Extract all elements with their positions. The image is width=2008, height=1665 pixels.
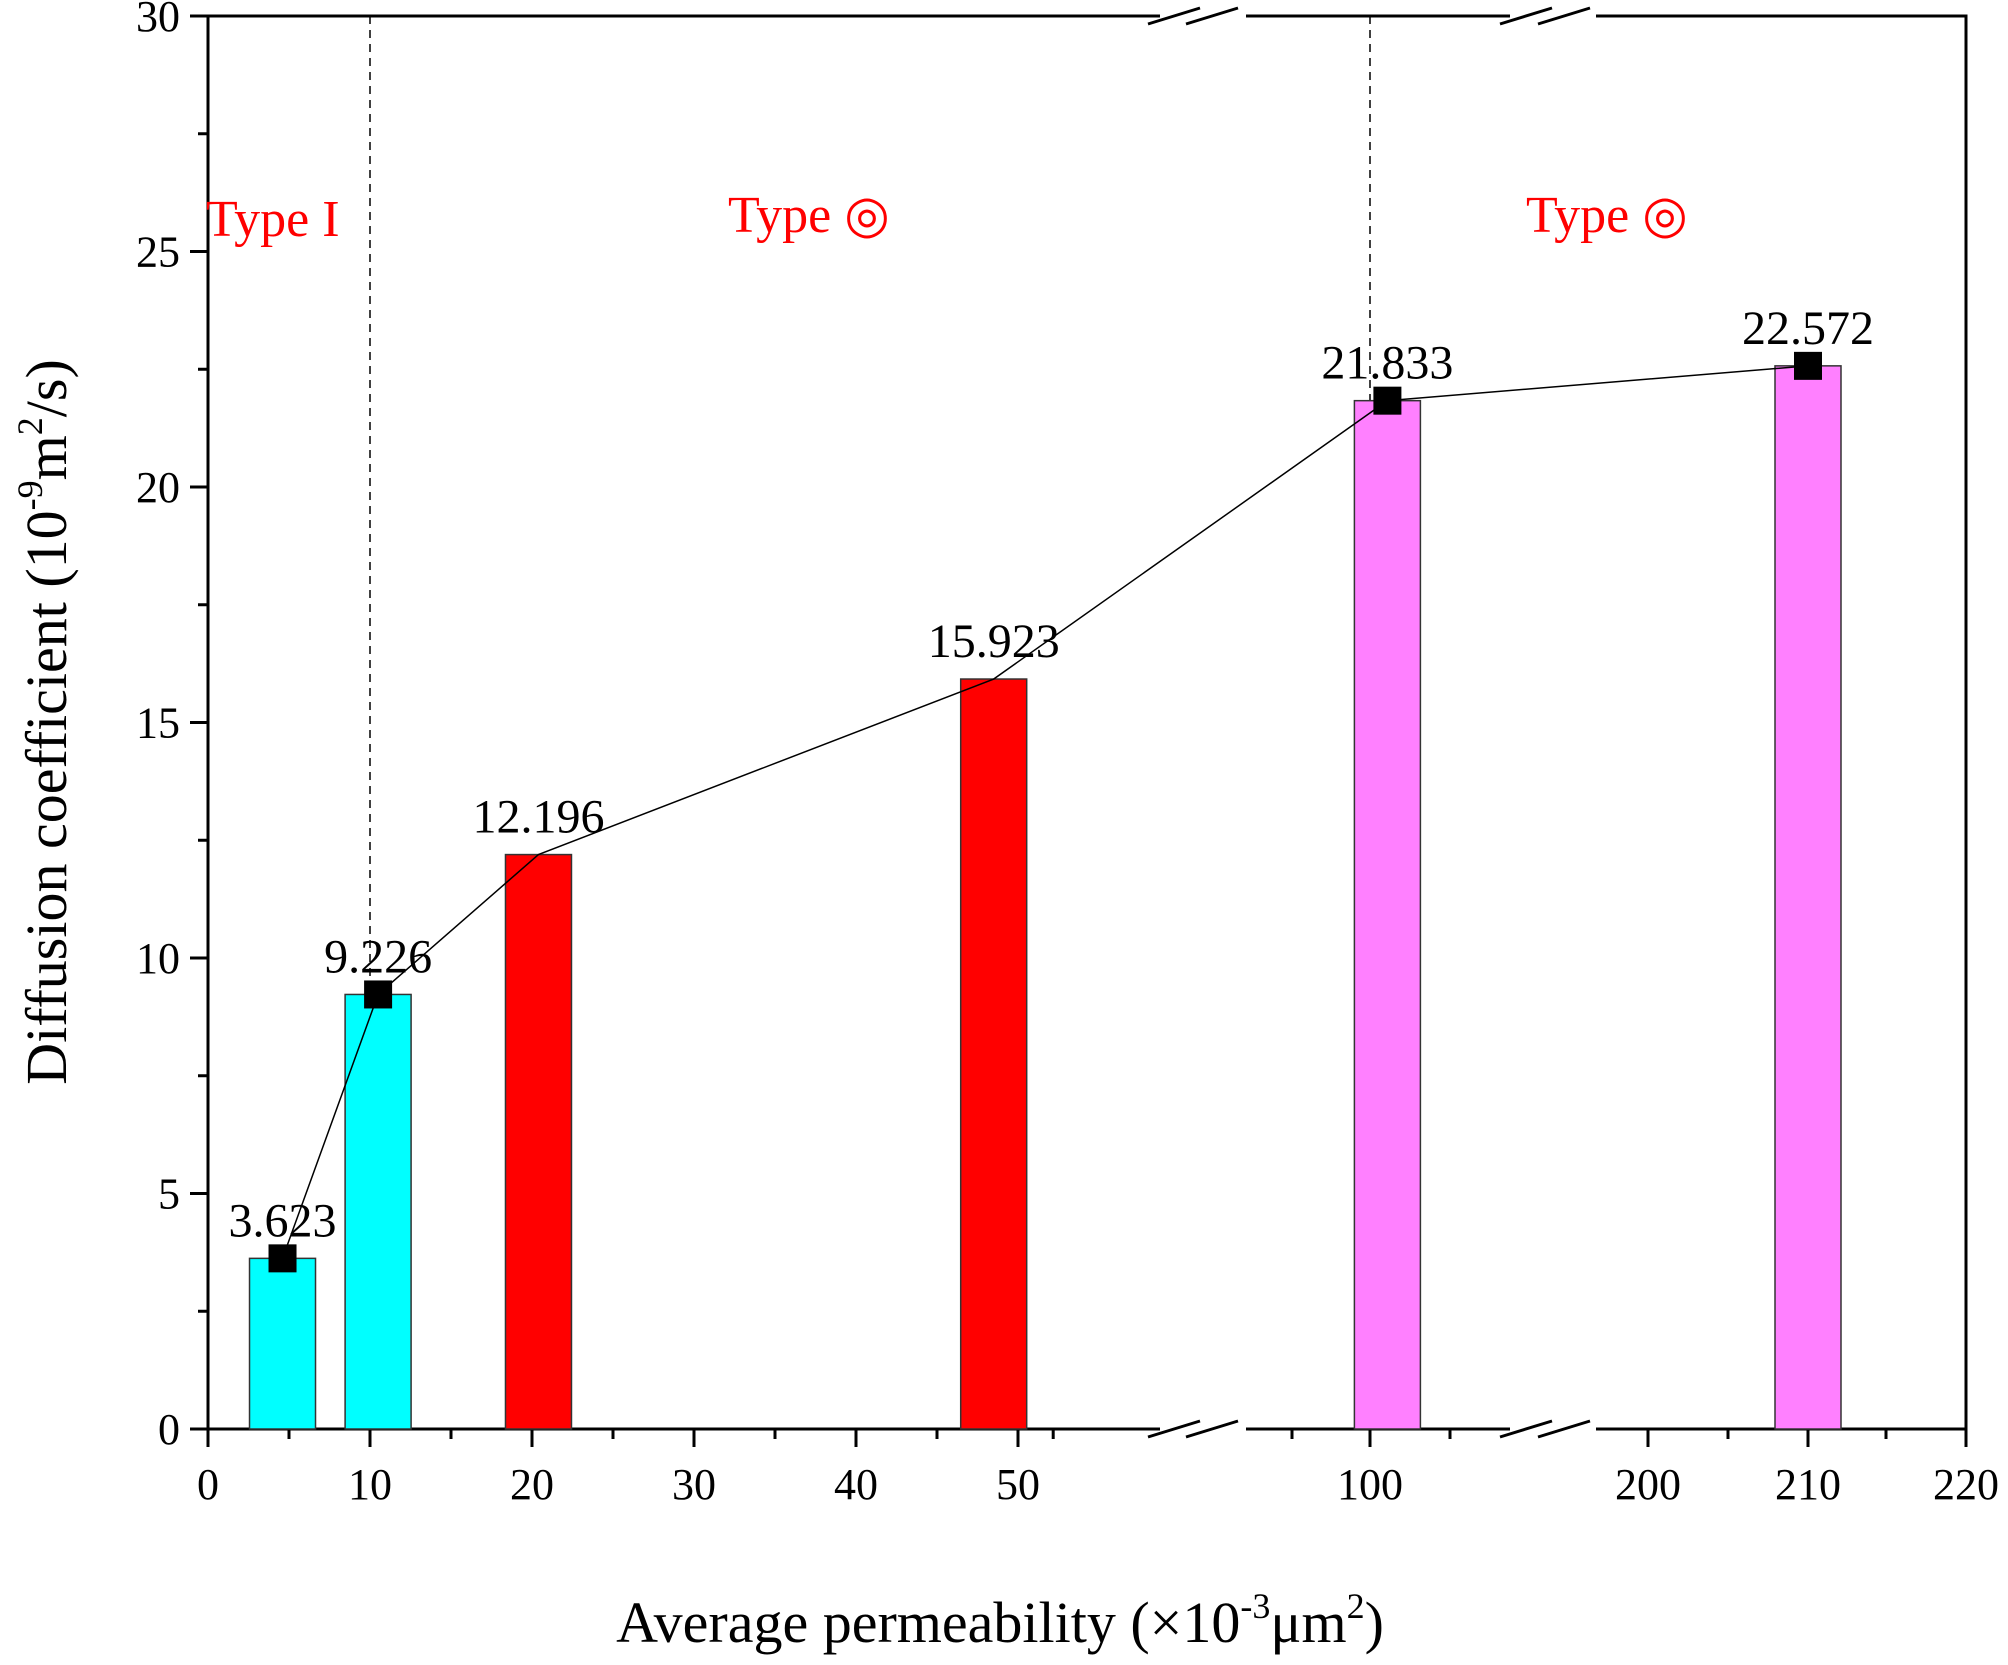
y-tick-label: 30 [136, 0, 180, 41]
region-label-type1: Type I [206, 191, 340, 248]
x-axis-ticks: 0 10 20 30 40 50 100 200 210 220 [197, 1429, 1999, 1509]
series-marker [1373, 386, 1402, 415]
x-tick-label: 50 [996, 1460, 1040, 1509]
y-tick-label: 20 [136, 463, 180, 512]
x-tick-label: 10 [348, 1460, 392, 1509]
bar-4 [959, 678, 1028, 1430]
x-tick-label: 200 [1615, 1460, 1681, 1509]
series-line [281, 365, 1809, 1259]
data-label-6: 22.572 [1742, 302, 1874, 355]
x-tick-label: 0 [197, 1460, 219, 1509]
region-label-type2: Type ◎ [728, 187, 890, 244]
axis-break-1 [1147, 6, 1246, 1439]
x-tick-label: 100 [1337, 1460, 1403, 1509]
x-tick-label: 210 [1775, 1460, 1841, 1509]
data-label-5: 21.833 [1321, 337, 1453, 390]
bar-2 [344, 993, 412, 1430]
y-axis-title: Diffusion coefficient (10-9m2/s) [10, 359, 79, 1085]
plot-frame [206, 14, 1968, 1431]
data-label-4: 15.923 [928, 615, 1060, 668]
data-label-3: 12.196 [472, 791, 604, 844]
y-tick-label: 5 [158, 1170, 180, 1219]
region-label-type3: Type ◎ [1526, 187, 1688, 244]
line-series [268, 351, 1822, 1273]
x-tick-label: 30 [672, 1460, 716, 1509]
bars [248, 365, 1842, 1430]
x-axis-title: Average permeability (×10-3μm2) [616, 1586, 1384, 1655]
axis-break-2 [1499, 6, 1596, 1439]
bar-1 [248, 1257, 317, 1430]
x-tick-label: 220 [1933, 1460, 1999, 1509]
bar-3 [504, 853, 573, 1430]
y-tick-label: 15 [136, 699, 180, 748]
y-tick-label: 25 [136, 228, 180, 277]
data-label-2: 9.226 [324, 930, 432, 983]
data-label-1: 3.623 [229, 1194, 337, 1247]
bar-6 [1774, 365, 1842, 1430]
y-tick-label: 10 [136, 934, 180, 983]
series-marker [268, 1244, 297, 1273]
x-tick-label: 40 [834, 1460, 878, 1509]
series-marker [1794, 351, 1822, 380]
bar-5 [1353, 399, 1422, 1430]
data-labels: 3.623 9.226 12.196 15.923 21.833 22.572 [229, 302, 1874, 1247]
series-marker [364, 980, 393, 1009]
x-tick-label: 20 [510, 1460, 554, 1509]
y-tick-label: 0 [158, 1405, 180, 1454]
y-axis-ticks: 0 5 10 15 20 25 30 [136, 0, 208, 1454]
